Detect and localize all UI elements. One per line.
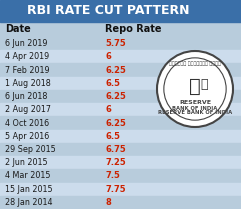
Text: 4 Apr 2019: 4 Apr 2019 [5, 52, 49, 61]
Text: 5 Apr 2016: 5 Apr 2016 [5, 132, 49, 141]
Text: 🐅: 🐅 [189, 76, 201, 96]
Text: · भारतीय रिज़र्व बैंक ·: · भारतीय रिज़र्व बैंक · [166, 61, 224, 66]
Text: 7.5: 7.5 [105, 171, 120, 180]
Text: 2 Aug 2017: 2 Aug 2017 [5, 105, 51, 114]
Text: BANK OF INDIA: BANK OF INDIA [172, 106, 218, 111]
Text: 6: 6 [105, 105, 111, 114]
Text: 6.25: 6.25 [105, 119, 126, 127]
Text: 6.5: 6.5 [105, 79, 120, 88]
Bar [0, 182, 241, 196]
Text: 4 Mar 2015: 4 Mar 2015 [5, 171, 51, 180]
Text: 7 Feb 2019: 7 Feb 2019 [5, 66, 50, 75]
Text: 29 Sep 2015: 29 Sep 2015 [5, 145, 56, 154]
Bar [0, 0, 241, 22]
Bar [0, 156, 241, 169]
Text: 28 Jan 2014: 28 Jan 2014 [5, 198, 53, 207]
Bar [0, 130, 241, 143]
Bar [0, 143, 241, 156]
Text: 6: 6 [105, 52, 111, 61]
Text: 6.25: 6.25 [105, 66, 126, 75]
Bar [0, 64, 241, 77]
Bar [0, 103, 241, 116]
Bar [0, 22, 241, 37]
Text: 6 Jun 2019: 6 Jun 2019 [5, 39, 47, 48]
Bar [0, 196, 241, 209]
Circle shape [157, 51, 233, 127]
Text: 6.5: 6.5 [105, 132, 120, 141]
Text: 6.75: 6.75 [105, 145, 126, 154]
Text: 🌴: 🌴 [200, 78, 208, 90]
Text: 15 Jan 2015: 15 Jan 2015 [5, 185, 53, 194]
Text: RESERVE: RESERVE [179, 100, 211, 105]
Text: 6 Jun 2018: 6 Jun 2018 [5, 92, 47, 101]
Bar [0, 77, 241, 90]
Text: RESERVE BANK OF INDIA: RESERVE BANK OF INDIA [158, 110, 232, 115]
Text: 1 Aug 2018: 1 Aug 2018 [5, 79, 51, 88]
Text: 2 Jun 2015: 2 Jun 2015 [5, 158, 48, 167]
Text: RBI RATE CUT PATTERN: RBI RATE CUT PATTERN [27, 5, 190, 18]
Bar [0, 169, 241, 182]
Text: Repo Rate: Repo Rate [105, 24, 161, 34]
Text: 7.75: 7.75 [105, 185, 126, 194]
Bar [0, 50, 241, 64]
Text: Date: Date [5, 24, 31, 34]
Text: 6.25: 6.25 [105, 92, 126, 101]
Text: 5.75: 5.75 [105, 39, 126, 48]
Text: 7.25: 7.25 [105, 158, 126, 167]
Text: 8: 8 [105, 198, 111, 207]
Bar [0, 116, 241, 130]
Bar [0, 37, 241, 50]
Bar [0, 90, 241, 103]
Text: 4 Oct 2016: 4 Oct 2016 [5, 119, 49, 127]
